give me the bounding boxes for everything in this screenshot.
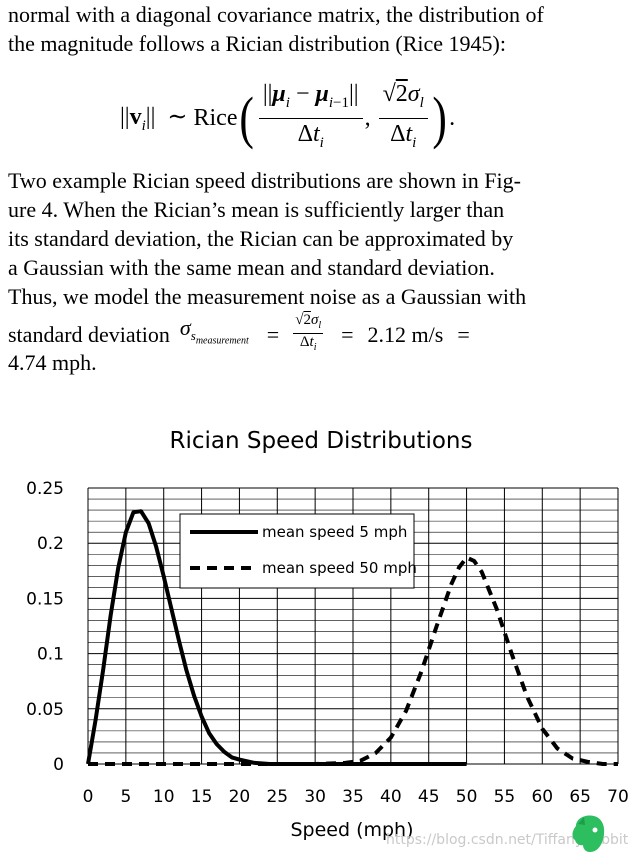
legend-label: mean speed 50 mph — [262, 559, 417, 577]
x-tick-label: 0 — [83, 787, 94, 807]
equation-fraction-mean: ||μi − μi−1|| Δti — [258, 81, 363, 156]
paragraph2-line-2: ure 4. When the Rician’s mean is suffici… — [8, 197, 505, 222]
x-tick-label: 55 — [494, 787, 516, 807]
x-tick-label: 50 — [456, 787, 478, 807]
y-tick-label: 0.2 — [37, 534, 64, 554]
chart-title: Rician Speed Distributions — [169, 428, 473, 454]
paragraph-line-2: the magnitude follows a Rician distribut… — [8, 31, 506, 56]
x-tick-label: 30 — [304, 787, 326, 807]
x-tick-label: 15 — [191, 787, 213, 807]
x-tick-label: 25 — [266, 787, 288, 807]
paragraph2-line-1: Two example Rician speed distributions a… — [8, 168, 521, 193]
x-tick-label: 20 — [229, 787, 251, 807]
equation-rice-label: Rice — [193, 104, 238, 131]
rician-speed-chart: 0 0.05 0.1 0.15 0.2 0.25 0 5 10 15 20 25 30 35 40 45 50… — [26, 479, 629, 841]
paragraph2-last-line: 4.74 mph. — [8, 350, 97, 375]
x-tick-label: 10 — [153, 787, 175, 807]
x-tick-label: 35 — [342, 787, 364, 807]
x-tick-label: 45 — [418, 787, 440, 807]
equation-lhs: ||vi|| ∼ — [120, 103, 194, 134]
y-tick-labels: 0 0.05 0.1 0.15 0.2 0.25 — [26, 479, 64, 775]
y-tick-label: 0 — [53, 755, 64, 775]
y-tick-label: 0.15 — [26, 589, 64, 609]
x-tick-label: 5 — [120, 787, 131, 807]
legend-label: mean speed 5 mph — [262, 523, 407, 541]
chart-series — [86, 509, 618, 766]
y-tick-label: 0.25 — [26, 479, 64, 499]
x-tick-label: 40 — [380, 787, 402, 807]
legend-box — [179, 513, 415, 589]
x-axis-label: Speed (mph) — [290, 819, 413, 841]
rician-equation: ||vi|| ∼ Rice ( ||μi − μi−1|| Δti , √2σl… — [0, 81, 642, 156]
paragraph-line-1: normal with a diagonal covariance matrix… — [8, 2, 544, 27]
x-tick-label: 65 — [569, 787, 591, 807]
x-tick-label: 70 — [607, 787, 629, 807]
paragraph2-line-3: its standard deviation, the Rician can b… — [8, 226, 514, 251]
x-tick-labels: 0 5 10 15 20 25 30 35 40 45 50 55 60 65 70 — [83, 787, 629, 807]
stddev-line: standard deviation σsmeasurement = √2σl … — [8, 312, 470, 354]
y-tick-label: 0.1 — [37, 645, 64, 665]
chart-legend: mean speed 5 mph mean speed 50 mph — [179, 513, 417, 589]
equation-fraction-sigma: √2σl Δti — [378, 81, 428, 156]
x-tick-label: 60 — [531, 787, 553, 807]
paragraph2-line-4: a Gaussian with the same mean and standa… — [8, 255, 495, 280]
evernote-elephant-icon — [572, 815, 605, 852]
paragraph2-line-5: Thus, we model the measurement noise as … — [8, 284, 527, 309]
watermark-text: https://blog.csdn.net/TiffanyRabbit — [386, 832, 629, 848]
y-tick-label: 0.05 — [26, 700, 64, 720]
